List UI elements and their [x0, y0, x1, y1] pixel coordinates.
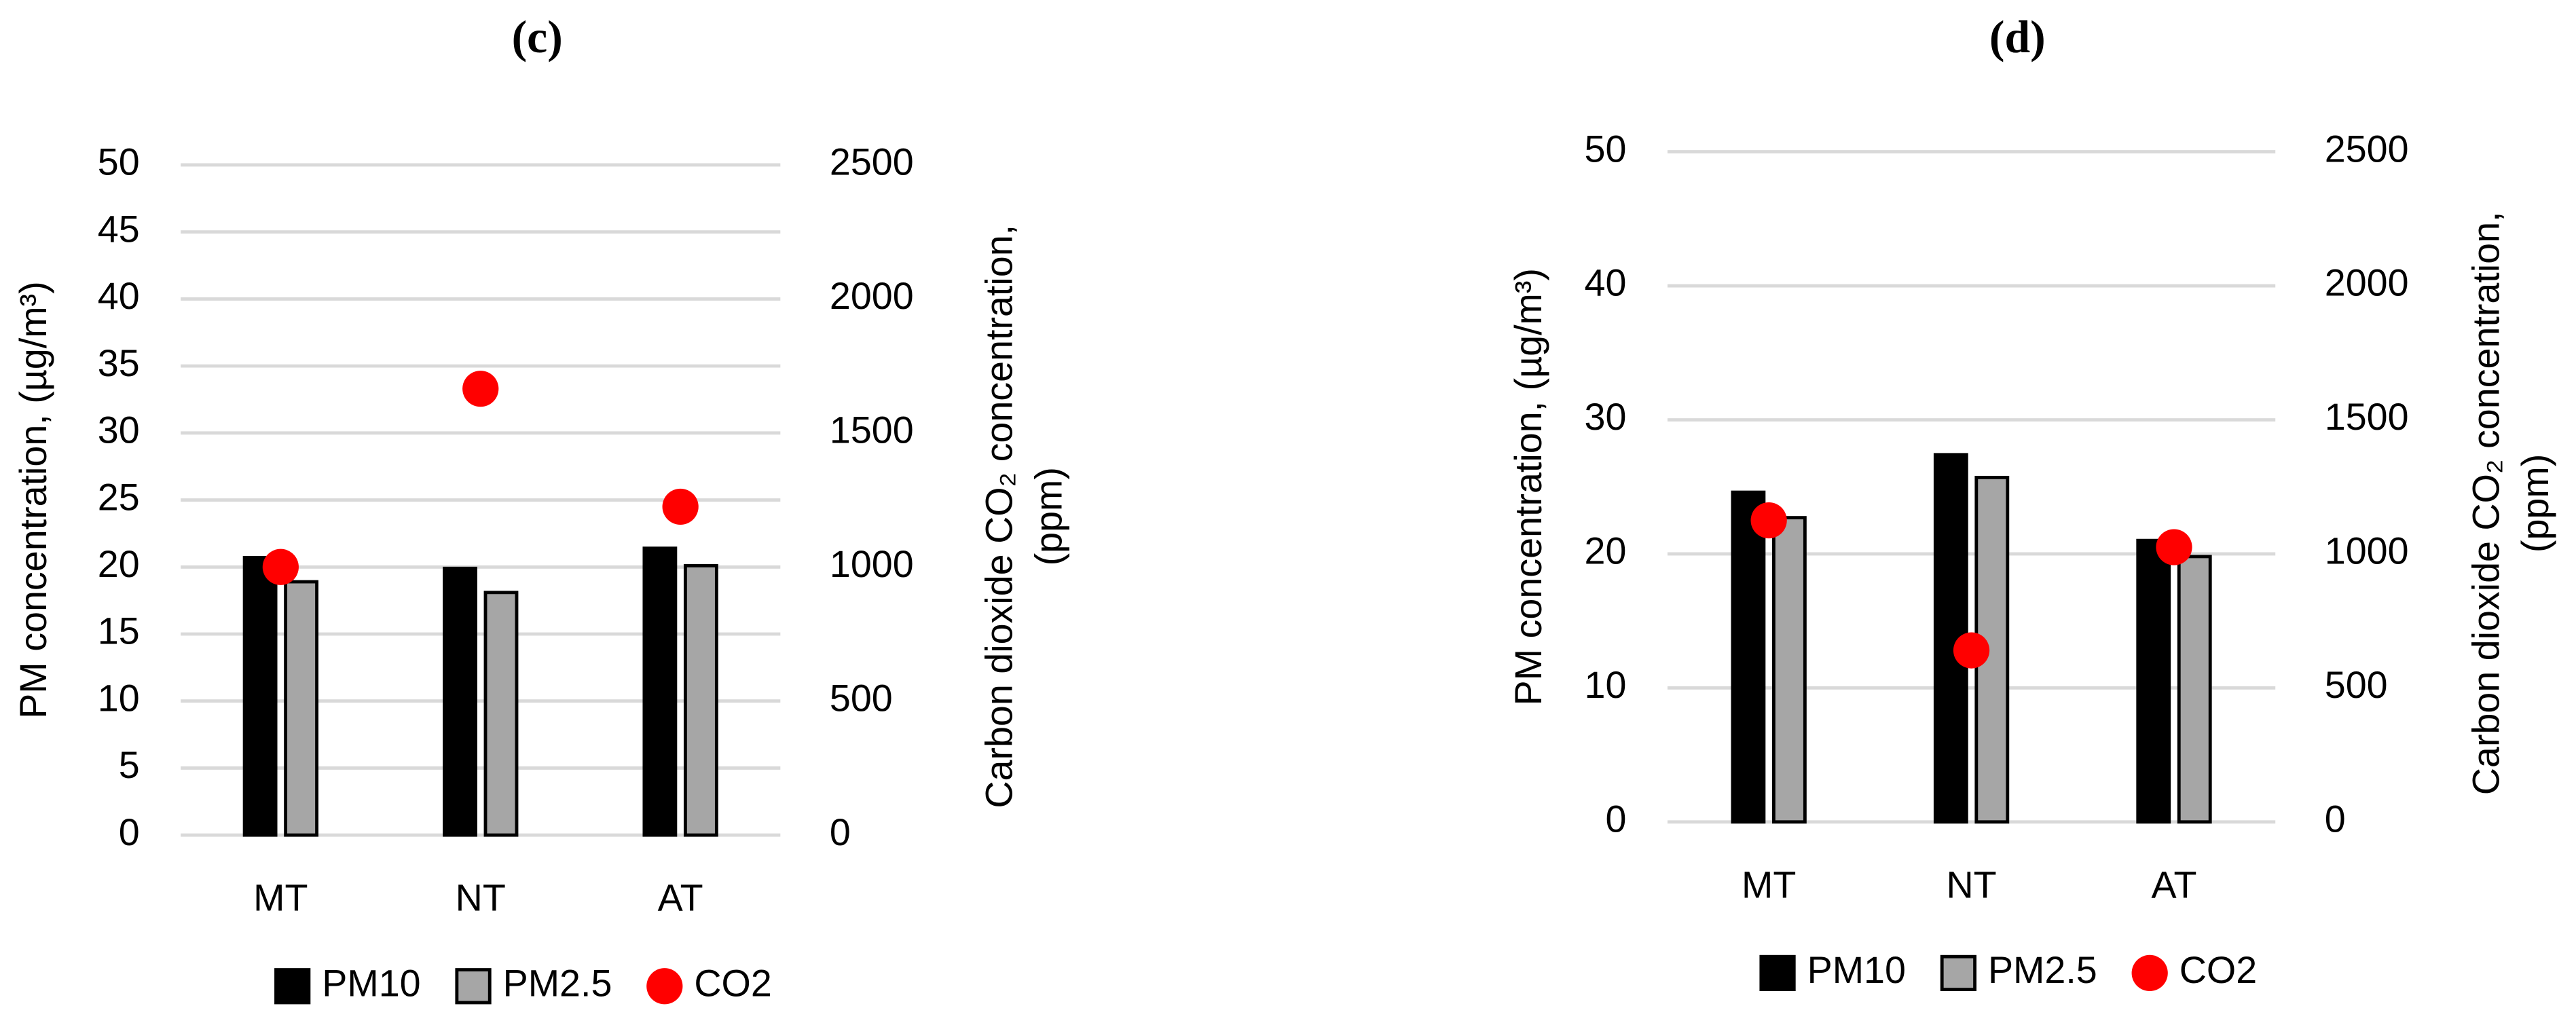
y-axis-title: PM concentration, (µg/m³) — [12, 281, 54, 718]
y2-tick-label: 2000 — [2325, 262, 2409, 304]
co2-point — [662, 488, 699, 525]
bar — [683, 563, 718, 837]
bar — [2136, 538, 2171, 824]
y-tick-label: 0 — [1605, 798, 1626, 840]
x-tick-label: NT — [1946, 863, 1996, 906]
co2-point — [2156, 529, 2192, 565]
y2-tick-label: 2500 — [830, 141, 914, 183]
y-tick-label: 20 — [1585, 530, 1627, 572]
y-axis-title: PM concentration, (µg/m³) — [1507, 268, 1549, 705]
y-tick-label: 30 — [1585, 396, 1627, 438]
y-tick-label: 15 — [98, 610, 140, 652]
y2-tick-label: 1500 — [830, 409, 914, 451]
legend-label: PM2.5 — [1988, 949, 2097, 991]
x-tick-label: MT — [253, 877, 308, 919]
y-tick-label: 40 — [98, 275, 140, 317]
legend-swatch — [274, 968, 311, 1005]
x-tick-label: AT — [658, 877, 703, 919]
y-tick-label: 10 — [1585, 664, 1627, 706]
bar — [1771, 516, 1807, 824]
legend-swatch — [646, 968, 683, 1005]
y2-axis-title: Carbon dioxide CO₂ concentration, — [2465, 212, 2507, 796]
legend-label: CO2 — [694, 962, 771, 1004]
co2-point — [462, 371, 499, 407]
y-tick-label: 0 — [119, 811, 140, 853]
bar — [284, 580, 319, 837]
y-tick-label: 5 — [119, 744, 140, 786]
legend-swatch — [1940, 954, 1977, 992]
y2-tick-label: 1000 — [2325, 530, 2409, 572]
y-tick-label: 25 — [98, 476, 140, 518]
chart-title: (d) — [1989, 12, 2046, 62]
y2-tick-label: 1000 — [830, 543, 914, 585]
bar — [642, 546, 678, 837]
y-tick-label: 30 — [98, 409, 140, 451]
bar — [1731, 490, 1766, 824]
x-tick-label: NT — [456, 877, 506, 919]
y2-axis-title: Carbon dioxide CO₂ concentration, — [978, 225, 1020, 808]
y-tick-label: 20 — [98, 543, 140, 585]
x-tick-label: AT — [2152, 863, 2197, 906]
co2-point — [1750, 502, 1787, 539]
legend-swatch — [1759, 954, 1796, 992]
y2-tick-label: 500 — [2325, 664, 2388, 706]
legend-swatch — [455, 968, 492, 1005]
y2-tick-label: 0 — [830, 811, 851, 853]
bar — [2177, 555, 2212, 824]
legend-label: PM10 — [322, 962, 420, 1004]
y2-tick-label: 500 — [830, 677, 893, 719]
bar — [242, 556, 278, 837]
y-tick-label: 50 — [98, 141, 140, 183]
legend-label: CO2 — [2179, 949, 2257, 991]
y-tick-label: 40 — [1585, 262, 1627, 304]
co2-point — [262, 548, 299, 585]
y2-tick-label: 2000 — [830, 275, 914, 317]
co2-point — [1953, 632, 1990, 669]
y2-tick-label: 1500 — [2325, 396, 2409, 438]
y2-tick-label: 2500 — [2325, 128, 2409, 170]
bar — [483, 591, 519, 837]
chart-title: (c) — [512, 12, 563, 62]
y2-axis-title: (ppm) — [1027, 467, 1069, 565]
y2-axis-title: (ppm) — [2514, 454, 2556, 553]
y-tick-label: 50 — [1585, 128, 1627, 170]
y-tick-label: 10 — [98, 677, 140, 719]
y-tick-label: 45 — [98, 208, 140, 250]
x-tick-label: MT — [1742, 863, 1796, 906]
legend-label: PM2.5 — [503, 962, 612, 1004]
bar — [443, 566, 477, 837]
y2-tick-label: 0 — [2325, 798, 2346, 840]
legend-swatch — [2131, 954, 2168, 992]
y-tick-label: 35 — [98, 342, 140, 384]
legend-label: PM10 — [1807, 949, 1906, 991]
